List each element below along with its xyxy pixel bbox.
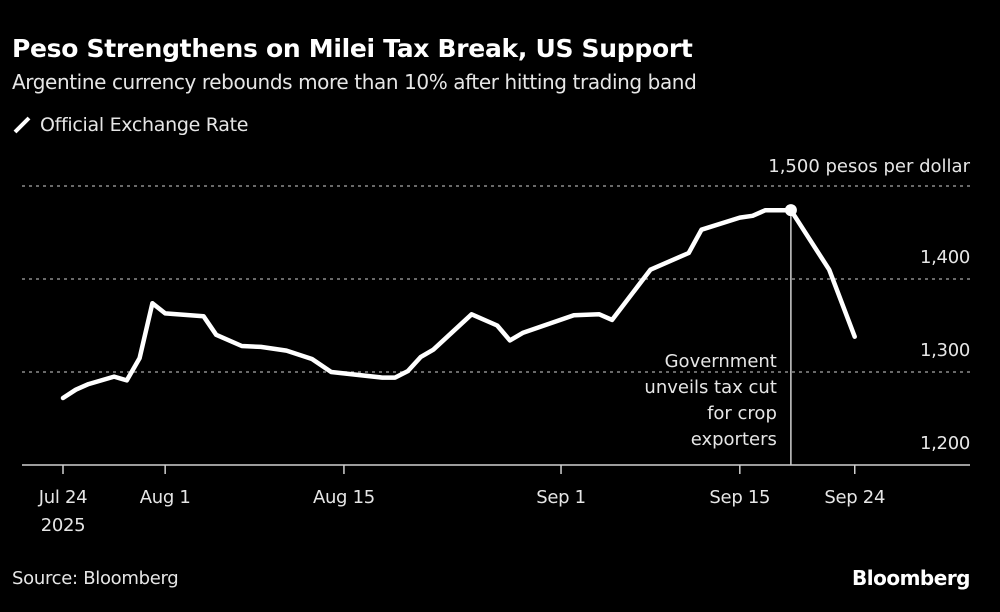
legend-label: Official Exchange Rate [40, 114, 249, 136]
line-swatch-icon [13, 116, 31, 134]
x-tick-label: Aug 1 [140, 487, 191, 508]
y-tick-label: 1,400 [920, 247, 970, 268]
y-axis-labels: 1,200 1,300 1,400 1,500 pesos per dollar [768, 156, 970, 454]
x-tick-label: Sep 15 [709, 487, 770, 508]
x-tick-sublabel: 2025 [41, 515, 86, 536]
chart-title: Peso Strengthens on Milei Tax Break, US … [12, 34, 693, 63]
y-tick-label: 1,200 [920, 433, 970, 454]
series-line-official-exchange-rate [60, 207, 857, 401]
annotation-text: unveils tax cut [644, 377, 776, 398]
x-tick-label: Jul 24 [38, 487, 88, 508]
annotation-text: Government [665, 351, 777, 372]
gridlines [22, 185, 970, 373]
annotation-text: exporters [691, 429, 777, 450]
x-tick-label: Sep 1 [536, 487, 586, 508]
annotation-marker [784, 204, 797, 217]
brand-logo: Bloomberg [852, 566, 970, 590]
y-tick-label: 1,300 [920, 340, 970, 361]
series [60, 204, 857, 401]
x-tick-label: Aug 15 [313, 487, 375, 508]
chart-subtitle: Argentine currency rebounds more than 10… [12, 70, 697, 94]
legend: Official Exchange Rate [12, 114, 248, 136]
x-tick-label: Sep 24 [824, 487, 885, 508]
annotation: Government unveils tax cut for crop exporte… [644, 210, 792, 465]
y-unit-label: 1,500 pesos per dollar [768, 156, 970, 177]
annotation-text: for crop [707, 403, 777, 424]
x-axis: Jul 24 2025 Aug 1 Aug 15 Sep 1 Sep 15 Sep 24 [22, 464, 970, 536]
source-note: Source: Bloomberg [12, 568, 179, 589]
